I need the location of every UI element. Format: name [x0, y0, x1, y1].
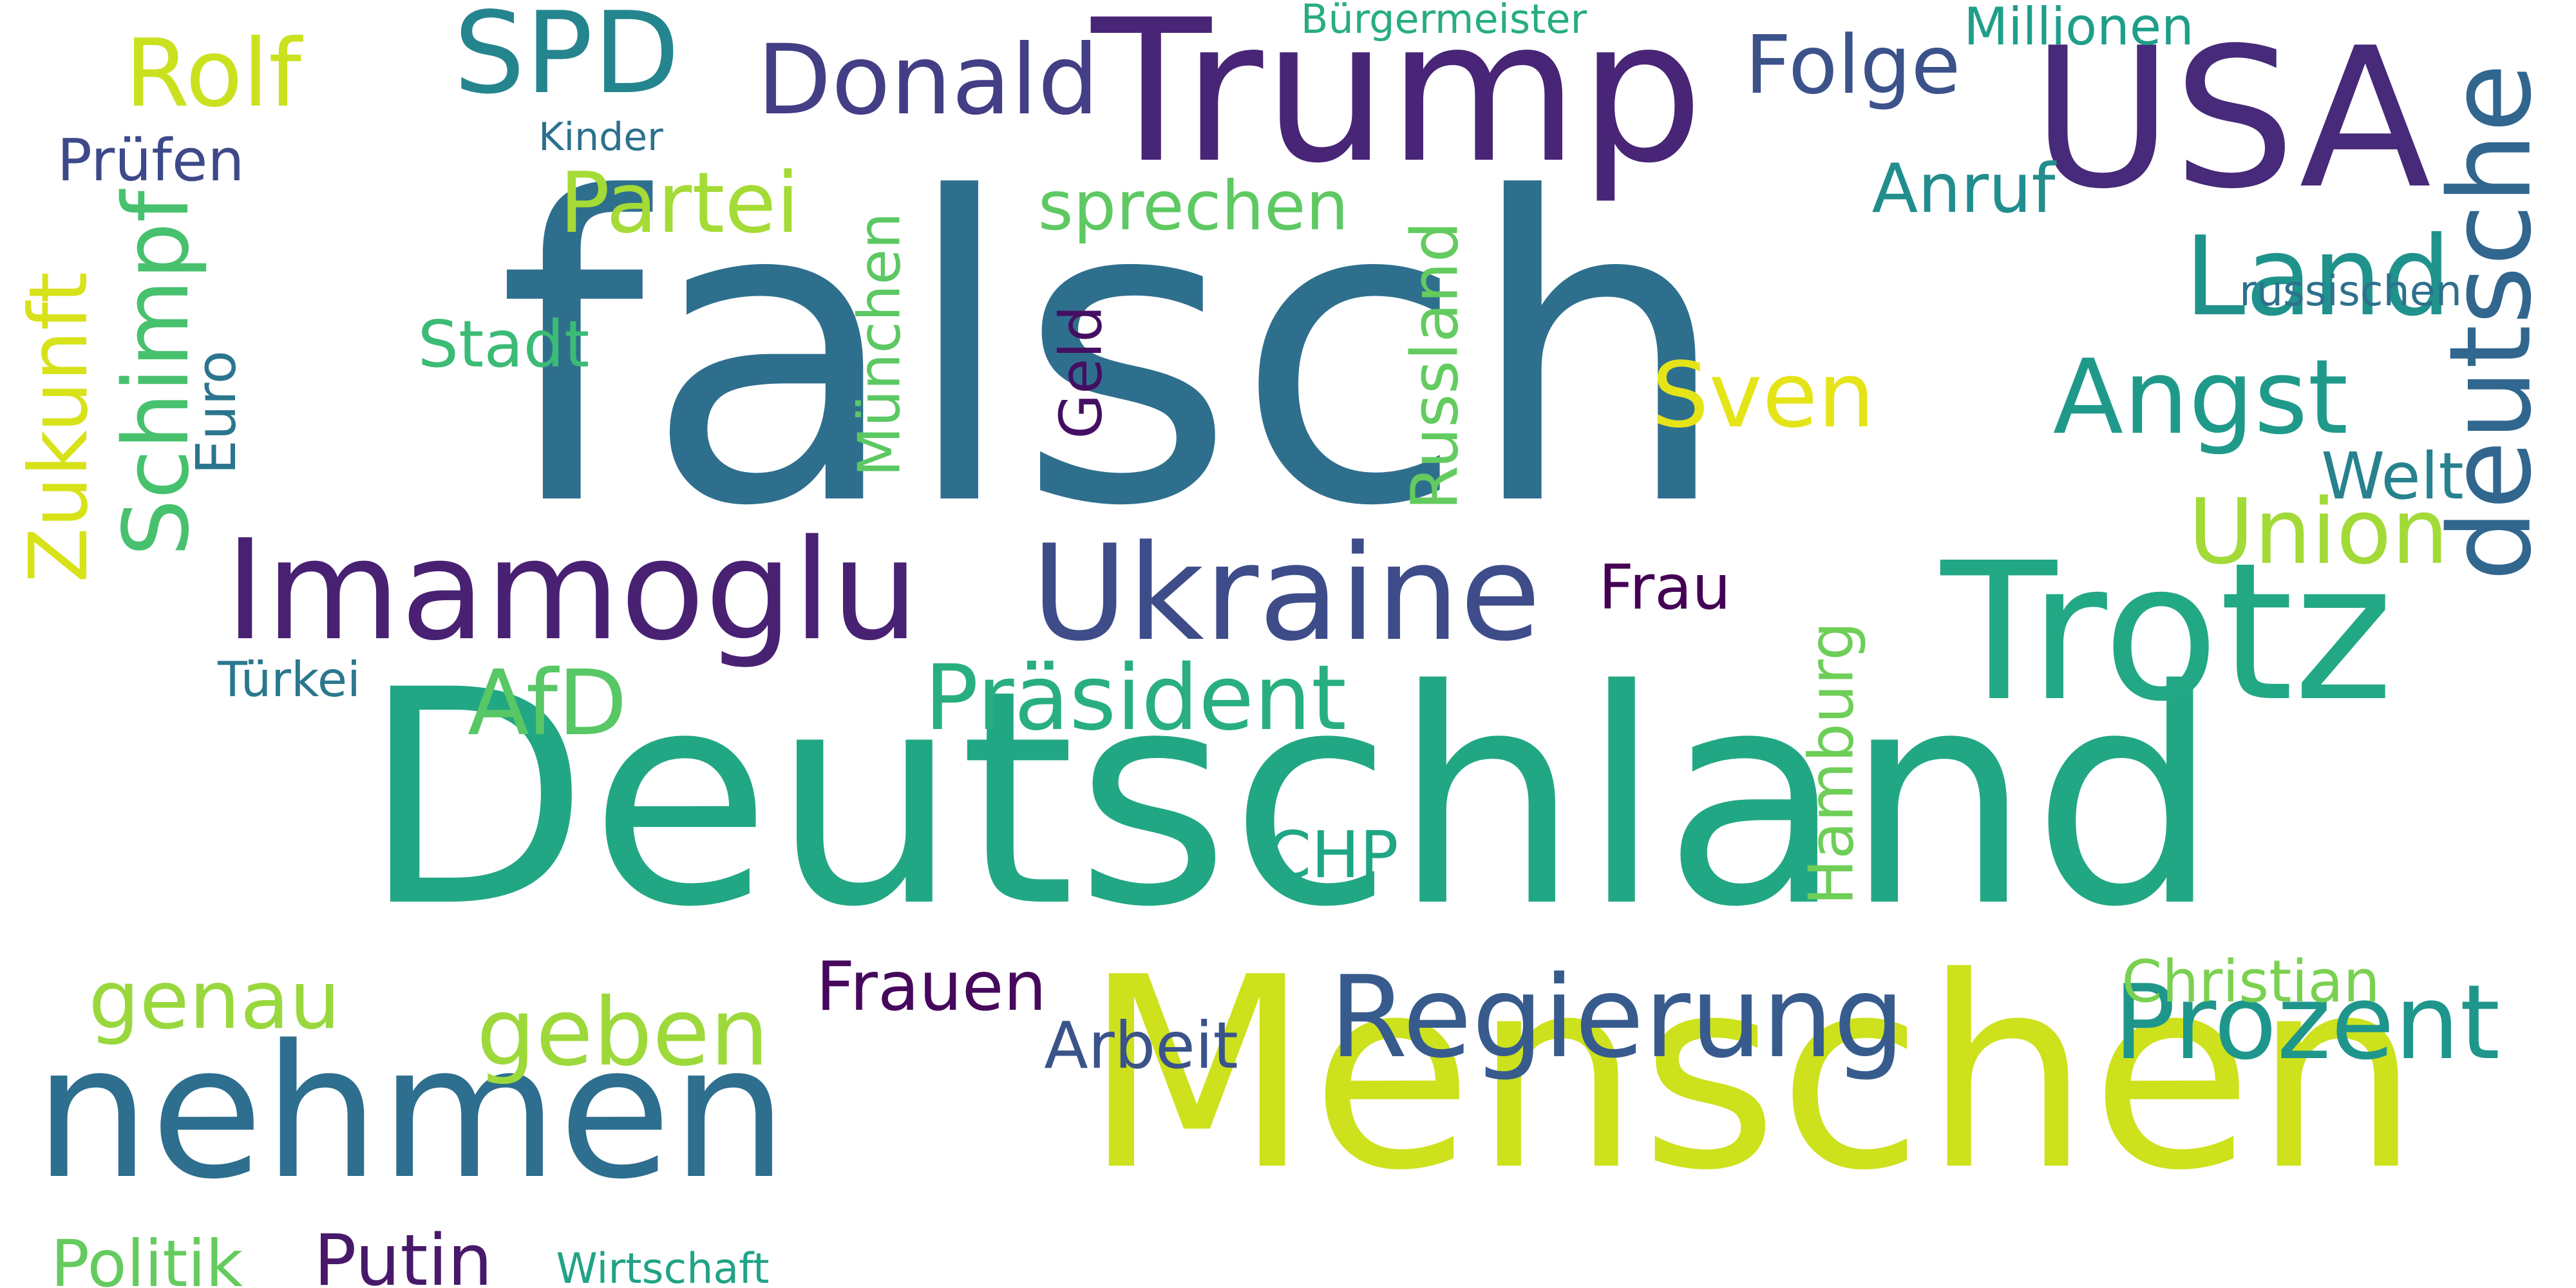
word-geben: geben	[476, 978, 770, 1087]
word-usa: USA	[2031, 6, 2432, 231]
word-sven: Sven	[1651, 343, 1875, 448]
word-praesident: Präsident	[924, 646, 1347, 751]
word-arbeit: Arbeit	[1044, 1008, 1238, 1083]
word-land: Land	[2184, 213, 2452, 341]
word-partei: Partei	[559, 154, 800, 252]
word-chp: CHP	[1266, 817, 1399, 893]
word-imamoglu: Imamoglu	[224, 509, 920, 671]
word-muenchen: München	[845, 212, 913, 477]
word-angst: Angst	[2052, 337, 2349, 457]
word-trump: Trump	[1091, 0, 1704, 206]
word-stadt: Stadt	[417, 307, 590, 382]
word-zukunft: Zukunft	[12, 271, 106, 583]
word-russischen: russischen	[2239, 267, 2462, 316]
word-trotz: Trotz	[1940, 521, 2394, 743]
word-regierung: Regierung	[1329, 952, 1905, 1083]
word-christian: Christian	[2121, 948, 2380, 1016]
word-deutschland: Deutschland	[361, 627, 2221, 972]
word-hamburg: Hamburg	[1796, 621, 1868, 905]
word-prozent: Prozent	[2113, 962, 2501, 1083]
word-anruf: Anruf	[1871, 149, 2056, 228]
word-spd: SPD	[453, 0, 680, 119]
word-euro: Euro	[184, 350, 249, 475]
word-donald: Donald	[757, 24, 1099, 137]
word-tuerkei: Türkei	[218, 650, 361, 708]
word-frau: Frau	[1598, 552, 1731, 623]
word-folge: Folge	[1745, 18, 1961, 112]
word-politik: Politik	[50, 1226, 243, 1288]
word-nehmen: nehmen	[33, 1005, 788, 1220]
word-ukraine: Ukraine	[1031, 516, 1541, 670]
word-welt: Welt	[2321, 439, 2464, 514]
word-afd: AfD	[468, 651, 627, 756]
word-menschen: Menschen	[1083, 920, 2421, 1228]
word-genau: genau	[88, 953, 341, 1047]
word-geld: Geld	[1048, 305, 1115, 439]
word-pruefen: Prüfen	[57, 127, 245, 194]
word-putin: Putin	[314, 1219, 493, 1288]
word-russland: Russland	[1397, 221, 1472, 511]
word-buergermeister: Bürgermeister	[1300, 0, 1587, 43]
word-frauen: Frauen	[816, 947, 1046, 1026]
word-millionen: Millionen	[1964, 0, 2194, 57]
word-kinder: Kinder	[538, 115, 663, 160]
word-rolf: Rolf	[124, 19, 302, 128]
word-sprechen: sprechen	[1037, 166, 1349, 245]
word-union: Union	[2188, 480, 2449, 585]
word-wirtschaft: Wirtschaft	[556, 1244, 770, 1288]
word-falsch: falsch	[497, 111, 1731, 598]
